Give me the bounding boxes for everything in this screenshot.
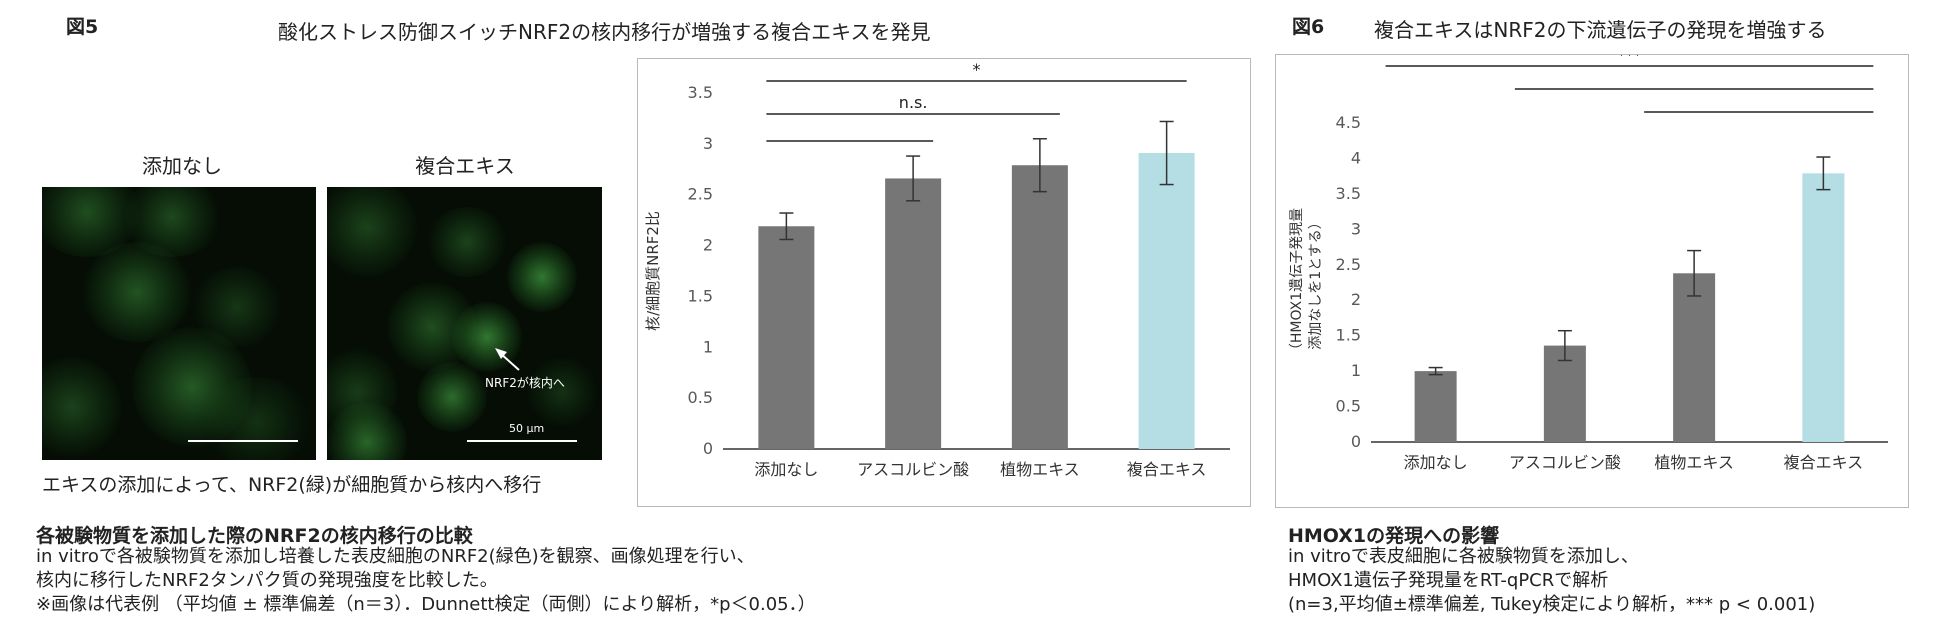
significance-label: *** — [1618, 55, 1642, 64]
fig6-caption-line: in vitroで表皮細胞に各被験物質を添加し、 — [1288, 546, 1639, 567]
y-tick-label: 4.5 — [1336, 113, 1361, 132]
fig5-caption: in vitroで各被験物質を添加し培養した表皮細胞のNRF2(緑色)を観察、画… — [36, 545, 996, 617]
y-tick-label: 1 — [1351, 361, 1361, 380]
y-tick-label: 3.5 — [688, 83, 713, 102]
significance-label: n.s. — [899, 93, 928, 112]
x-tick-label: 複合エキス — [1784, 453, 1864, 472]
micrograph-complex-extract: NRF2が核内へ 50 μm — [327, 187, 602, 460]
fig5-caption-line: in vitroで各被験物質を添加し培養した表皮細胞のNRF2(緑色)を観察、画… — [36, 546, 755, 567]
y-tick-label: 3.5 — [1336, 184, 1361, 203]
fig5-title: 酸化ストレス防御スイッチNRF2の核内移行が増強する複合エキスを発見 — [278, 20, 931, 44]
fig6-label: 図6 — [1292, 16, 1325, 38]
bar — [1673, 273, 1716, 442]
y-tick-label: 0.5 — [1336, 397, 1361, 416]
fig6-caption: in vitroで表皮細胞に各被験物質を添加し、 HMOX1遺伝子発現量をRT-… — [1288, 545, 1928, 617]
fig6-caption-title: HMOX1の発現への影響 — [1288, 525, 1500, 547]
y-tick-label: 0 — [703, 439, 713, 458]
fig5-caption-line: ※画像は代表例 （平均値 ± 標準偏差（n＝3）．Dunnett検定（両側）によ… — [36, 594, 816, 615]
fig5-caption-line: 核内に移行したNRF2タンパク質の発現強度を比較した。 — [36, 570, 498, 591]
hmox1-chart-panel: 0 0.5 1 1.5 2 2.5 3 3.5 4 4.5 添加なし アスコルビン酸 植物エキス 複合エキ… — [1275, 45, 1909, 508]
y-axis-label: 核/細胞質NRF2比 — [644, 211, 662, 331]
bar — [885, 178, 942, 449]
y-tick-label: 0.5 — [688, 388, 713, 407]
scale-bar-left — [188, 440, 298, 442]
x-tick-label: 添加なし — [1404, 453, 1468, 472]
nrf2-chart-panel: 0 0.5 1 1.5 2 2.5 3 3.5 添加なし アスコルビン酸 植物エキス 複合エキス * n.… — [637, 58, 1251, 507]
fig6-caption-line: HMOX1遺伝子発現量をRT-qPCRで解析 — [1288, 570, 1609, 591]
arrow-label: NRF2が核内へ — [485, 376, 565, 390]
bar — [758, 226, 815, 449]
micrograph-control — [42, 187, 316, 460]
fig5-caption-title: 各被験物質を添加した際のNRF2の核内移行の比較 — [36, 525, 473, 547]
y-tick-label: 1.5 — [1336, 326, 1361, 345]
x-tick-label: 植物エキス — [1654, 453, 1734, 472]
y-tick-label: 2 — [703, 236, 713, 255]
bar — [1802, 173, 1845, 442]
nrf2-ratio-chart: 0 0.5 1 1.5 2 2.5 3 3.5 添加なし アスコルビン酸 植物エキス 複合エキス * n.… — [644, 60, 1230, 479]
micro-caption: エキスの添加によって、NRF2(緑)が細胞質から核内へ移行 — [42, 474, 542, 496]
y-tick-label: 4 — [1351, 148, 1361, 167]
y-axis-label: （HMOX1遺伝子発現量 — [1289, 208, 1305, 357]
nucleus-arrow — [495, 348, 520, 371]
x-tick-label: 植物エキス — [1000, 460, 1080, 479]
x-tick-label: アスコルビン酸 — [857, 460, 969, 479]
scale-bar-right — [467, 440, 577, 442]
hmox1-expression-chart: 0 0.5 1 1.5 2 2.5 3 3.5 4 4.5 添加なし アスコルビン酸 植物エキス 複合エキ… — [1289, 45, 1888, 472]
y-tick-label: 1 — [703, 337, 713, 356]
x-tick-label: アスコルビン酸 — [1509, 453, 1621, 472]
y-axis-label: 添加なしを1とする） — [1308, 215, 1324, 350]
y-tick-label: 2 — [1351, 290, 1361, 309]
y-tick-label: 1.5 — [688, 286, 713, 305]
bar — [1414, 371, 1457, 442]
micro-right-title: 複合エキス — [415, 154, 515, 178]
y-tick-label: 2.5 — [688, 185, 713, 204]
y-tick-label: 3 — [703, 134, 713, 153]
y-tick-label: 3 — [1351, 219, 1361, 238]
significance-label: * — [973, 60, 981, 79]
y-tick-label: 2.5 — [1336, 255, 1361, 274]
y-tick-label: 0 — [1351, 432, 1361, 451]
x-tick-label: 複合エキス — [1127, 460, 1207, 479]
micro-left-title: 添加なし — [142, 154, 222, 178]
bar — [1543, 345, 1586, 442]
bar — [1138, 153, 1195, 450]
fig5-label: 図5 — [66, 16, 99, 38]
bar — [1011, 165, 1068, 449]
x-tick-label: 添加なし — [754, 460, 818, 479]
fig6-title: 複合エキスはNRF2の下流遺伝子の発現を増強する — [1374, 18, 1827, 42]
scale-label: 50 μm — [509, 422, 545, 435]
fig6-caption-line: (n=3,平均値±標準偏差, Tukey検定により解析，*** p < 0.00… — [1288, 594, 1816, 615]
